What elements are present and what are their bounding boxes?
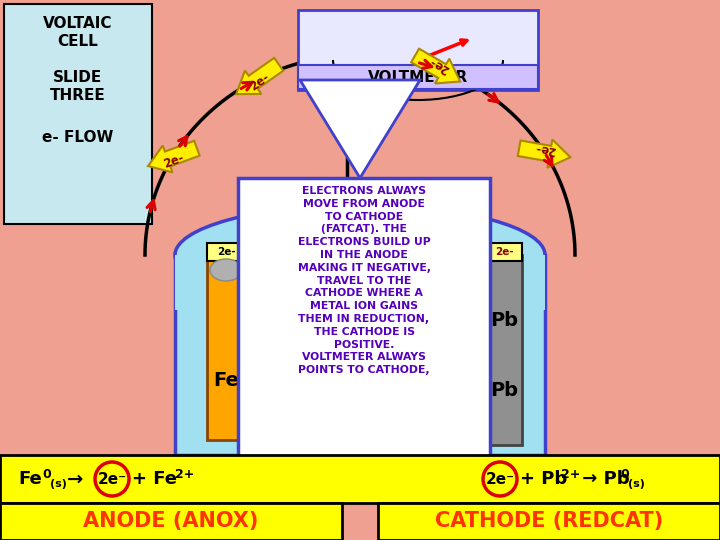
Polygon shape [148,141,199,172]
Text: + Fe: + Fe [132,470,177,488]
Text: CELL: CELL [58,34,99,49]
Text: 0: 0 [620,468,629,481]
Text: Pb²⁺: Pb²⁺ [445,379,475,392]
Text: ELECTRONS ALWAYS
MOVE FROM ANODE
TO CATHODE
(FATCAT). THE
ELECTRONS BUILD UP
IN : ELECTRONS ALWAYS MOVE FROM ANODE TO CATH… [297,186,431,375]
Text: 2e-: 2e- [162,151,186,171]
Text: 2e-: 2e- [248,71,272,94]
Text: ANODE (ANOX): ANODE (ANOX) [84,511,258,531]
Text: Fe: Fe [18,470,42,488]
Polygon shape [236,58,283,94]
FancyBboxPatch shape [207,243,245,261]
FancyBboxPatch shape [238,178,490,473]
Text: → Pb: → Pb [576,470,629,488]
Text: + Pb: + Pb [520,470,567,488]
Text: (s): (s) [628,479,645,489]
Text: VOLTAIC: VOLTAIC [43,16,113,31]
Text: e- FLOW: e- FLOW [42,130,114,145]
FancyBboxPatch shape [298,10,538,90]
Polygon shape [411,49,460,84]
Text: SO₄²⁻: SO₄²⁻ [294,321,328,331]
Text: 2e⁻: 2e⁻ [97,471,127,487]
Text: 0: 0 [42,468,50,481]
Text: SLIDE: SLIDE [53,70,103,85]
Text: Na⁺ Na⁺: Na⁺ Na⁺ [423,261,477,274]
Text: 2+: 2+ [561,468,580,481]
Text: VOLTMETER: VOLTMETER [368,70,468,84]
FancyBboxPatch shape [175,255,545,310]
Text: 2e-: 2e- [217,247,235,257]
Text: 2+: 2+ [175,468,194,481]
FancyBboxPatch shape [0,455,720,503]
FancyBboxPatch shape [0,503,342,540]
Text: →: → [67,469,84,489]
Text: 2e-: 2e- [534,140,557,157]
Text: 2e⁻: 2e⁻ [485,471,515,487]
Ellipse shape [210,259,242,281]
FancyBboxPatch shape [175,255,545,455]
Text: CATHODE (REDCAT): CATHODE (REDCAT) [435,511,663,531]
FancyBboxPatch shape [285,315,337,337]
FancyBboxPatch shape [487,255,522,445]
FancyBboxPatch shape [207,255,245,440]
FancyBboxPatch shape [378,503,720,540]
Text: (s): (s) [50,479,67,489]
Text: 2e-: 2e- [427,54,452,76]
Polygon shape [300,80,420,178]
Text: Fe: Fe [213,370,239,389]
Circle shape [483,462,517,496]
Text: Fe²⁺: Fe²⁺ [313,287,341,300]
Text: Pb: Pb [490,381,518,400]
Polygon shape [518,139,570,168]
FancyBboxPatch shape [487,243,522,261]
Text: 2e-: 2e- [495,247,513,257]
Ellipse shape [175,205,545,305]
FancyBboxPatch shape [298,65,538,89]
Text: THREE: THREE [50,88,106,103]
Circle shape [95,462,129,496]
FancyBboxPatch shape [4,4,152,224]
Text: Pb: Pb [490,310,518,329]
